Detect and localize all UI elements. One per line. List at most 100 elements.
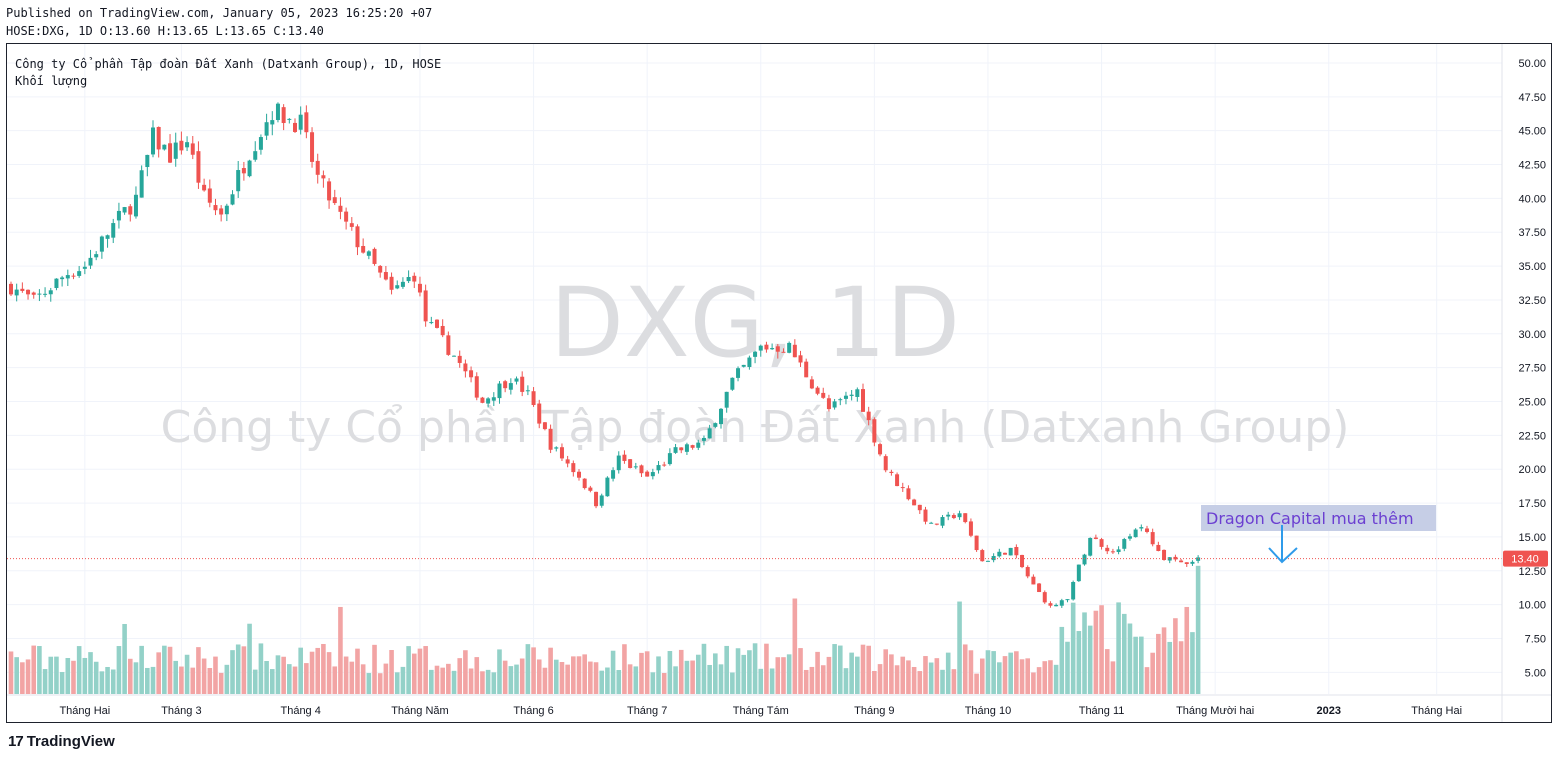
candle-body [588,487,593,491]
candle-body [775,346,780,352]
volume-bar [1150,652,1155,694]
candle-body [883,456,888,471]
annotation-box [1201,505,1436,531]
candle-body [1031,576,1036,585]
volume-bar [571,656,576,694]
volume-bar [1008,652,1013,694]
volume-bar [945,652,951,694]
candle-body [1139,527,1144,529]
volume-bar [1036,667,1042,694]
candle-body [1003,552,1007,555]
volume-bar [304,663,309,694]
candle-body [781,351,786,353]
candle-body [105,235,110,239]
chart-frame[interactable]: DXG, 1D Công ty Cổ phần Tập đoàn Đất Xan… [6,43,1552,723]
volume-bar [792,598,798,694]
volume-bar [775,657,781,694]
price-chart[interactable]: DXG, 1D Công ty Cổ phần Tập đoàn Đất Xan… [7,44,1551,722]
candle-body [361,246,366,253]
volume-bar [917,671,923,694]
time-axis[interactable]: Tháng Hai Tháng 3 Tháng 4 Tháng Năm Tháng 6 T… [59,705,1462,717]
candle-body [1014,546,1019,556]
candle-body [315,160,320,175]
candle-body [207,188,212,203]
candle-body [713,423,718,427]
y-tick-label: 15.00 [1518,532,1546,544]
annotation[interactable]: Dragon Capital mua thêm [1201,505,1436,564]
tradingview-logo[interactable]: 17 TradingView [8,733,115,750]
volume-bar [1121,613,1127,694]
volume-bar [434,665,440,694]
candle-body [923,509,928,522]
volume-bar [156,652,161,694]
volume-bar [1059,626,1065,694]
candle-body [1184,562,1189,564]
candle-body [133,194,138,217]
y-tick-label: 40.00 [1518,193,1546,205]
candle-body [815,387,820,394]
candle-body [724,391,729,408]
candle-body [344,211,349,222]
volume-bar [906,660,911,694]
volume-bar [548,647,553,694]
candle-body [82,266,87,269]
volume-bar [809,666,815,694]
volume-bar [786,654,792,694]
candle-body [26,289,31,295]
candle-body [247,160,252,177]
candle-body [1145,528,1149,532]
tradingview-brand: TradingView [26,733,115,750]
volume-bar [957,601,962,694]
candle-body [951,515,956,519]
candle-body [980,550,985,562]
candle-body [469,370,474,378]
volume-bar [480,671,485,694]
volume-bar [968,650,974,694]
volume-bar [463,650,468,694]
candle-body [741,364,746,367]
volume-bar [872,670,877,694]
volume-bar [93,661,99,694]
volume-bar [127,658,133,694]
candle-body [417,283,422,293]
volume-bar [826,656,832,694]
candle-body [99,236,104,252]
candle-body [1190,561,1195,564]
candle-body [985,560,990,562]
candle-body [128,206,133,215]
volume-bar [536,659,542,694]
volume-bar [332,666,338,694]
candle-body [94,254,99,258]
candle-body [332,197,337,204]
volume-bar [514,664,519,694]
candle-body [656,465,661,471]
candle-body [139,170,144,198]
volume-bar [179,666,184,694]
volume-bar [502,660,508,694]
candle-body [423,290,428,322]
volume-bar [1104,649,1110,694]
volume-bar [76,646,82,694]
candle-body [878,444,883,455]
candle-body [491,397,496,401]
volume-bar [962,644,968,694]
candle-body [582,478,587,489]
volume-bar [576,656,582,694]
volume-bar [764,643,769,694]
volume-bar [235,644,241,694]
volume-bar [343,656,349,694]
volume-bar [71,660,76,694]
candle-body [542,422,547,430]
price-axis[interactable]: 5.00 7.50 10.00 12.50 15.00 17.50 20.00 22.50 25… [1518,58,1546,679]
volume-bar [1065,641,1070,694]
volume-bar [309,651,315,694]
volume-bar [525,644,531,694]
candle-body [826,398,831,410]
volume-bar [184,654,190,694]
volume-bar [133,662,139,694]
volume-bar [650,672,656,694]
volume-bar [116,646,122,694]
annotation-arrow [1268,525,1298,564]
candle-body [1156,544,1161,551]
candle-body [20,288,25,291]
